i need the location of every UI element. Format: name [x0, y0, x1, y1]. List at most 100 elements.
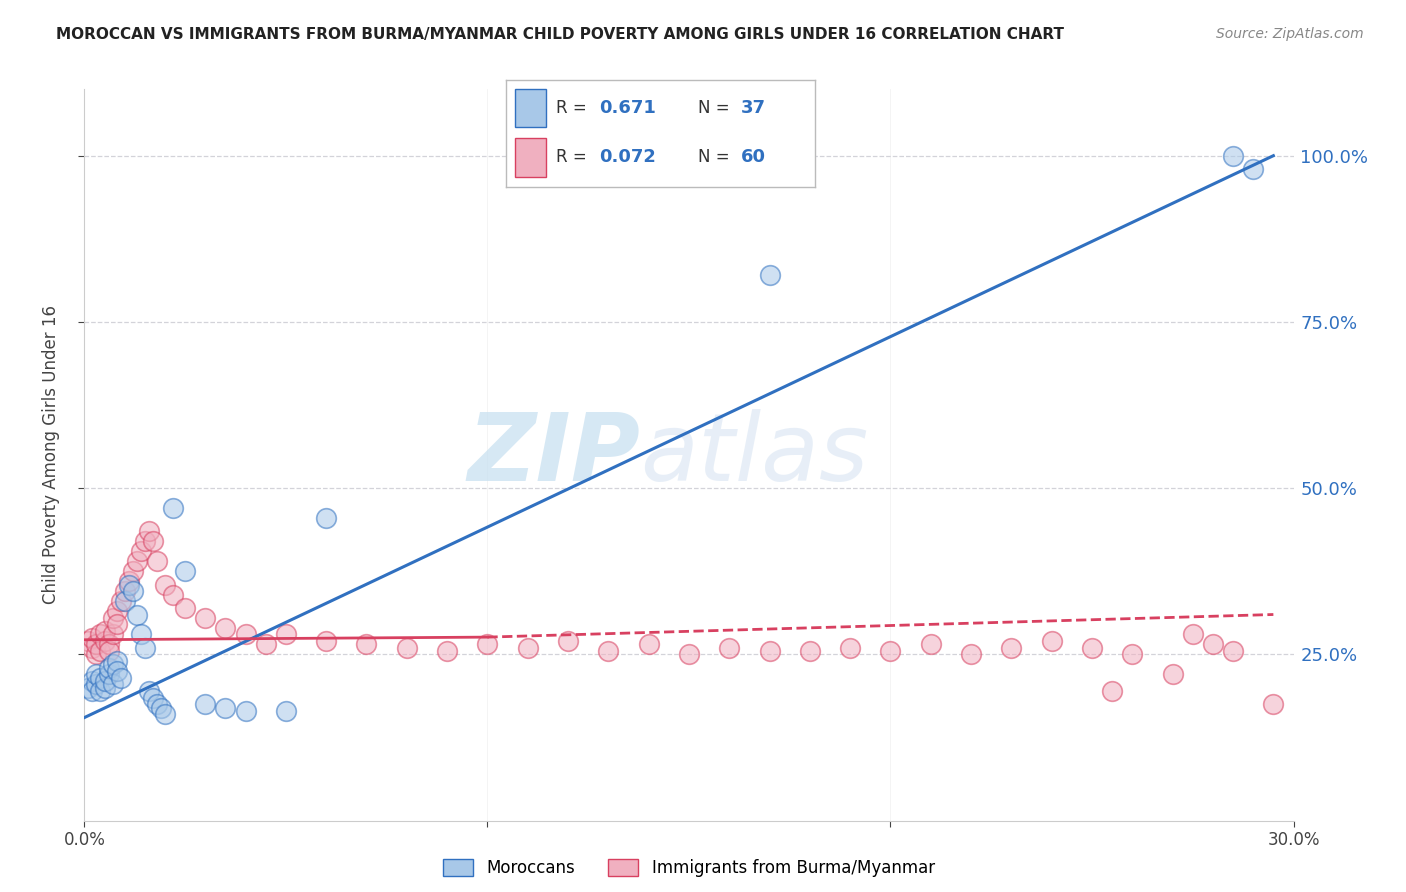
- Point: [138, 684, 160, 698]
- Point: [678, 648, 700, 662]
- Point: [86, 667, 108, 681]
- Point: [93, 624, 115, 639]
- Point: [129, 627, 152, 641]
- Point: [718, 640, 741, 655]
- Point: [110, 671, 132, 685]
- Point: [1241, 161, 1264, 176]
- Point: [153, 577, 176, 591]
- Point: [1000, 640, 1022, 655]
- Point: [1121, 648, 1143, 662]
- Point: [153, 707, 176, 722]
- Point: [598, 644, 620, 658]
- Point: [1161, 667, 1184, 681]
- Point: [82, 684, 104, 698]
- Point: [174, 564, 197, 578]
- Legend: Moroccans, Immigrants from Burma/Myanmar: Moroccans, Immigrants from Burma/Myanmar: [434, 851, 943, 886]
- Text: ZIP: ZIP: [468, 409, 641, 501]
- Text: Source: ZipAtlas.com: Source: ZipAtlas.com: [1216, 27, 1364, 41]
- Bar: [516, 89, 547, 128]
- Point: [89, 644, 111, 658]
- Point: [77, 681, 100, 695]
- Point: [174, 600, 197, 615]
- Point: [121, 564, 143, 578]
- Point: [315, 511, 337, 525]
- Point: [1040, 634, 1063, 648]
- Text: R =: R =: [555, 99, 592, 117]
- Point: [77, 634, 100, 648]
- Point: [86, 677, 108, 691]
- Point: [557, 634, 579, 648]
- Point: [235, 704, 257, 718]
- Point: [97, 667, 120, 681]
- Point: [162, 501, 184, 516]
- Point: [436, 644, 458, 658]
- Text: R =: R =: [555, 148, 592, 166]
- Point: [114, 594, 136, 608]
- Point: [97, 661, 120, 675]
- Text: N =: N =: [697, 99, 735, 117]
- Point: [86, 648, 108, 662]
- Point: [89, 684, 111, 698]
- Point: [839, 640, 862, 655]
- Point: [274, 627, 297, 641]
- Text: 0.072: 0.072: [599, 148, 655, 166]
- Point: [162, 588, 184, 602]
- Point: [1081, 640, 1104, 655]
- Point: [105, 654, 128, 668]
- Y-axis label: Child Poverty Among Girls Under 16: Child Poverty Among Girls Under 16: [42, 305, 60, 605]
- Point: [97, 637, 120, 651]
- Point: [758, 644, 780, 658]
- Point: [395, 640, 418, 655]
- Point: [82, 640, 104, 655]
- Point: [101, 677, 124, 691]
- Text: 0.671: 0.671: [599, 99, 655, 117]
- Point: [214, 621, 236, 635]
- Point: [356, 637, 378, 651]
- Point: [142, 690, 165, 705]
- Point: [960, 648, 983, 662]
- Point: [516, 640, 538, 655]
- Point: [879, 644, 901, 658]
- Text: 37: 37: [741, 99, 766, 117]
- Point: [1202, 637, 1225, 651]
- Point: [799, 644, 821, 658]
- Point: [82, 631, 104, 645]
- Point: [86, 637, 108, 651]
- Point: [1263, 698, 1285, 712]
- Point: [920, 637, 942, 651]
- Point: [105, 664, 128, 678]
- Point: [134, 640, 156, 655]
- Point: [1181, 627, 1204, 641]
- Point: [138, 524, 160, 539]
- Point: [146, 554, 169, 568]
- Point: [254, 637, 277, 651]
- Point: [637, 637, 659, 651]
- Point: [134, 534, 156, 549]
- Text: atlas: atlas: [641, 409, 869, 500]
- Point: [194, 611, 217, 625]
- Point: [1222, 644, 1244, 658]
- Point: [93, 634, 115, 648]
- Point: [105, 617, 128, 632]
- Point: [274, 704, 297, 718]
- Point: [97, 644, 120, 658]
- Point: [93, 673, 115, 688]
- Point: [121, 584, 143, 599]
- Point: [194, 698, 217, 712]
- Point: [118, 577, 141, 591]
- Point: [1101, 684, 1123, 698]
- Point: [101, 657, 124, 672]
- Point: [89, 671, 111, 685]
- Point: [125, 554, 148, 568]
- Point: [315, 634, 337, 648]
- Text: N =: N =: [697, 148, 735, 166]
- Point: [110, 594, 132, 608]
- Point: [114, 584, 136, 599]
- Point: [125, 607, 148, 622]
- Point: [118, 574, 141, 589]
- Point: [235, 627, 257, 641]
- Point: [477, 637, 499, 651]
- Point: [146, 698, 169, 712]
- Point: [105, 604, 128, 618]
- Point: [1222, 149, 1244, 163]
